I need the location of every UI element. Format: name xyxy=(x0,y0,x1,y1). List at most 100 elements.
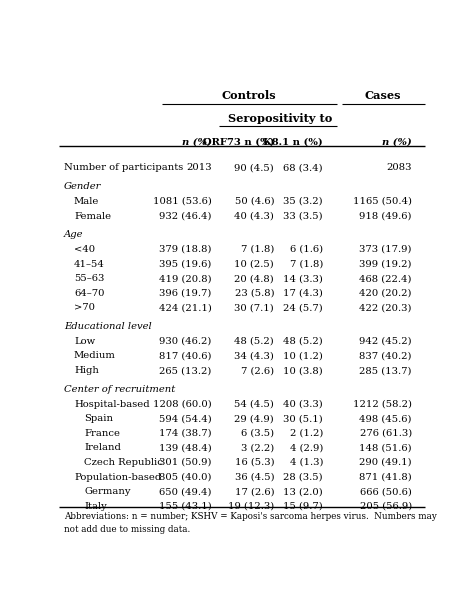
Text: 50 (4.6): 50 (4.6) xyxy=(235,197,274,206)
Text: 3 (2.2): 3 (2.2) xyxy=(241,443,274,452)
Text: 14 (3.3): 14 (3.3) xyxy=(283,274,323,283)
Text: 2013: 2013 xyxy=(186,163,212,173)
Text: 48 (5.2): 48 (5.2) xyxy=(235,337,274,346)
Text: 33 (3.5): 33 (3.5) xyxy=(283,212,323,220)
Text: 205 (56.9): 205 (56.9) xyxy=(360,502,412,511)
Text: 41–54: 41–54 xyxy=(74,259,105,269)
Text: 10 (2.5): 10 (2.5) xyxy=(235,259,274,269)
Text: 930 (46.2): 930 (46.2) xyxy=(159,337,212,346)
Text: Seropositivity to: Seropositivity to xyxy=(228,113,332,124)
Text: >70: >70 xyxy=(74,304,95,312)
Text: Italy: Italy xyxy=(84,502,107,511)
Text: 17 (2.6): 17 (2.6) xyxy=(235,487,274,496)
Text: 174 (38.7): 174 (38.7) xyxy=(159,429,212,438)
Text: 422 (20.3): 422 (20.3) xyxy=(359,304,412,312)
Text: 276 (61.3): 276 (61.3) xyxy=(360,429,412,438)
Text: Population-based: Population-based xyxy=(74,472,161,482)
Text: 36 (4.5): 36 (4.5) xyxy=(235,472,274,482)
Text: 155 (43.1): 155 (43.1) xyxy=(159,502,212,511)
Text: 16 (5.3): 16 (5.3) xyxy=(235,458,274,467)
Text: 90 (4.5): 90 (4.5) xyxy=(235,163,274,173)
Text: 7 (1.8): 7 (1.8) xyxy=(241,245,274,254)
Text: n (%): n (%) xyxy=(382,137,412,146)
Text: 942 (45.2): 942 (45.2) xyxy=(359,337,412,346)
Text: Educational level: Educational level xyxy=(64,323,151,331)
Text: 871 (41.8): 871 (41.8) xyxy=(359,472,412,482)
Text: Controls: Controls xyxy=(222,90,276,101)
Text: 395 (19.6): 395 (19.6) xyxy=(159,259,212,269)
Text: Age: Age xyxy=(64,230,83,239)
Text: 6 (3.5): 6 (3.5) xyxy=(241,429,274,438)
Text: Spain: Spain xyxy=(84,414,113,423)
Text: 48 (5.2): 48 (5.2) xyxy=(283,337,323,346)
Text: 666 (50.6): 666 (50.6) xyxy=(360,487,412,496)
Text: 17 (4.3): 17 (4.3) xyxy=(283,289,323,298)
Text: 139 (48.4): 139 (48.4) xyxy=(159,443,212,452)
Text: Low: Low xyxy=(74,337,95,346)
Text: 7 (2.6): 7 (2.6) xyxy=(241,366,274,375)
Text: 20 (4.8): 20 (4.8) xyxy=(235,274,274,283)
Text: 918 (49.6): 918 (49.6) xyxy=(359,212,412,220)
Text: Cases: Cases xyxy=(364,90,401,101)
Text: 34 (4.3): 34 (4.3) xyxy=(234,351,274,360)
Text: 55–63: 55–63 xyxy=(74,274,104,283)
Text: 4 (2.9): 4 (2.9) xyxy=(290,443,323,452)
Text: 148 (51.6): 148 (51.6) xyxy=(359,443,412,452)
Text: 594 (54.4): 594 (54.4) xyxy=(159,414,212,423)
Text: 7 (1.8): 7 (1.8) xyxy=(290,259,323,269)
Text: France: France xyxy=(84,429,120,438)
Text: 40 (3.3): 40 (3.3) xyxy=(283,400,323,409)
Text: 498 (45.6): 498 (45.6) xyxy=(359,414,412,423)
Text: 24 (5.7): 24 (5.7) xyxy=(283,304,323,312)
Text: 30 (5.1): 30 (5.1) xyxy=(283,414,323,423)
Text: 64–70: 64–70 xyxy=(74,289,104,298)
Text: 1165 (50.4): 1165 (50.4) xyxy=(353,197,412,206)
Text: 285 (13.7): 285 (13.7) xyxy=(359,366,412,375)
Text: 54 (4.5): 54 (4.5) xyxy=(234,400,274,409)
Text: ORF73 n (%): ORF73 n (%) xyxy=(203,137,274,146)
Text: Abbreviations: n = number; KSHV = Kaposi's sarcoma herpes virus.  Numbers may: Abbreviations: n = number; KSHV = Kaposi… xyxy=(64,512,437,521)
Text: Center of recruitment: Center of recruitment xyxy=(64,385,175,394)
Text: <40: <40 xyxy=(74,245,95,254)
Text: 290 (49.1): 290 (49.1) xyxy=(359,458,412,467)
Text: 420 (20.2): 420 (20.2) xyxy=(359,289,412,298)
Text: 650 (49.4): 650 (49.4) xyxy=(159,487,212,496)
Text: 29 (4.9): 29 (4.9) xyxy=(235,414,274,423)
Text: Male: Male xyxy=(74,197,100,206)
Text: 373 (17.9): 373 (17.9) xyxy=(359,245,412,254)
Text: 28 (3.5): 28 (3.5) xyxy=(283,472,323,482)
Text: 1081 (53.6): 1081 (53.6) xyxy=(153,197,212,206)
Text: n (%): n (%) xyxy=(182,137,212,146)
Text: Hospital-based: Hospital-based xyxy=(74,400,150,409)
Text: K8.1 n (%): K8.1 n (%) xyxy=(263,137,323,146)
Text: Gender: Gender xyxy=(64,182,101,192)
Text: 396 (19.7): 396 (19.7) xyxy=(159,289,212,298)
Text: 2083: 2083 xyxy=(386,163,412,173)
Text: 419 (20.8): 419 (20.8) xyxy=(159,274,212,283)
Text: Ireland: Ireland xyxy=(84,443,121,452)
Text: Medium: Medium xyxy=(74,351,116,360)
Text: 35 (3.2): 35 (3.2) xyxy=(283,197,323,206)
Text: 468 (22.4): 468 (22.4) xyxy=(359,274,412,283)
Text: 68 (3.4): 68 (3.4) xyxy=(283,163,323,173)
Text: 805 (40.0): 805 (40.0) xyxy=(159,472,212,482)
Text: 301 (50.9): 301 (50.9) xyxy=(159,458,212,467)
Text: Czech Republic: Czech Republic xyxy=(84,458,163,467)
Text: 424 (21.1): 424 (21.1) xyxy=(159,304,212,312)
Text: 30 (7.1): 30 (7.1) xyxy=(235,304,274,312)
Text: 19 (12.3): 19 (12.3) xyxy=(228,502,274,511)
Text: 40 (4.3): 40 (4.3) xyxy=(234,212,274,220)
Text: 4 (1.3): 4 (1.3) xyxy=(290,458,323,467)
Text: 1208 (60.0): 1208 (60.0) xyxy=(153,400,212,409)
Text: 6 (1.6): 6 (1.6) xyxy=(290,245,323,254)
Text: 932 (46.4): 932 (46.4) xyxy=(159,212,212,220)
Text: High: High xyxy=(74,366,99,375)
Text: 399 (19.2): 399 (19.2) xyxy=(359,259,412,269)
Text: 10 (1.2): 10 (1.2) xyxy=(283,351,323,360)
Text: 10 (3.8): 10 (3.8) xyxy=(283,366,323,375)
Text: Germany: Germany xyxy=(84,487,131,496)
Text: Number of participants: Number of participants xyxy=(64,163,183,173)
Text: 265 (13.2): 265 (13.2) xyxy=(159,366,212,375)
Text: 1212 (58.2): 1212 (58.2) xyxy=(353,400,412,409)
Text: Female: Female xyxy=(74,212,111,220)
